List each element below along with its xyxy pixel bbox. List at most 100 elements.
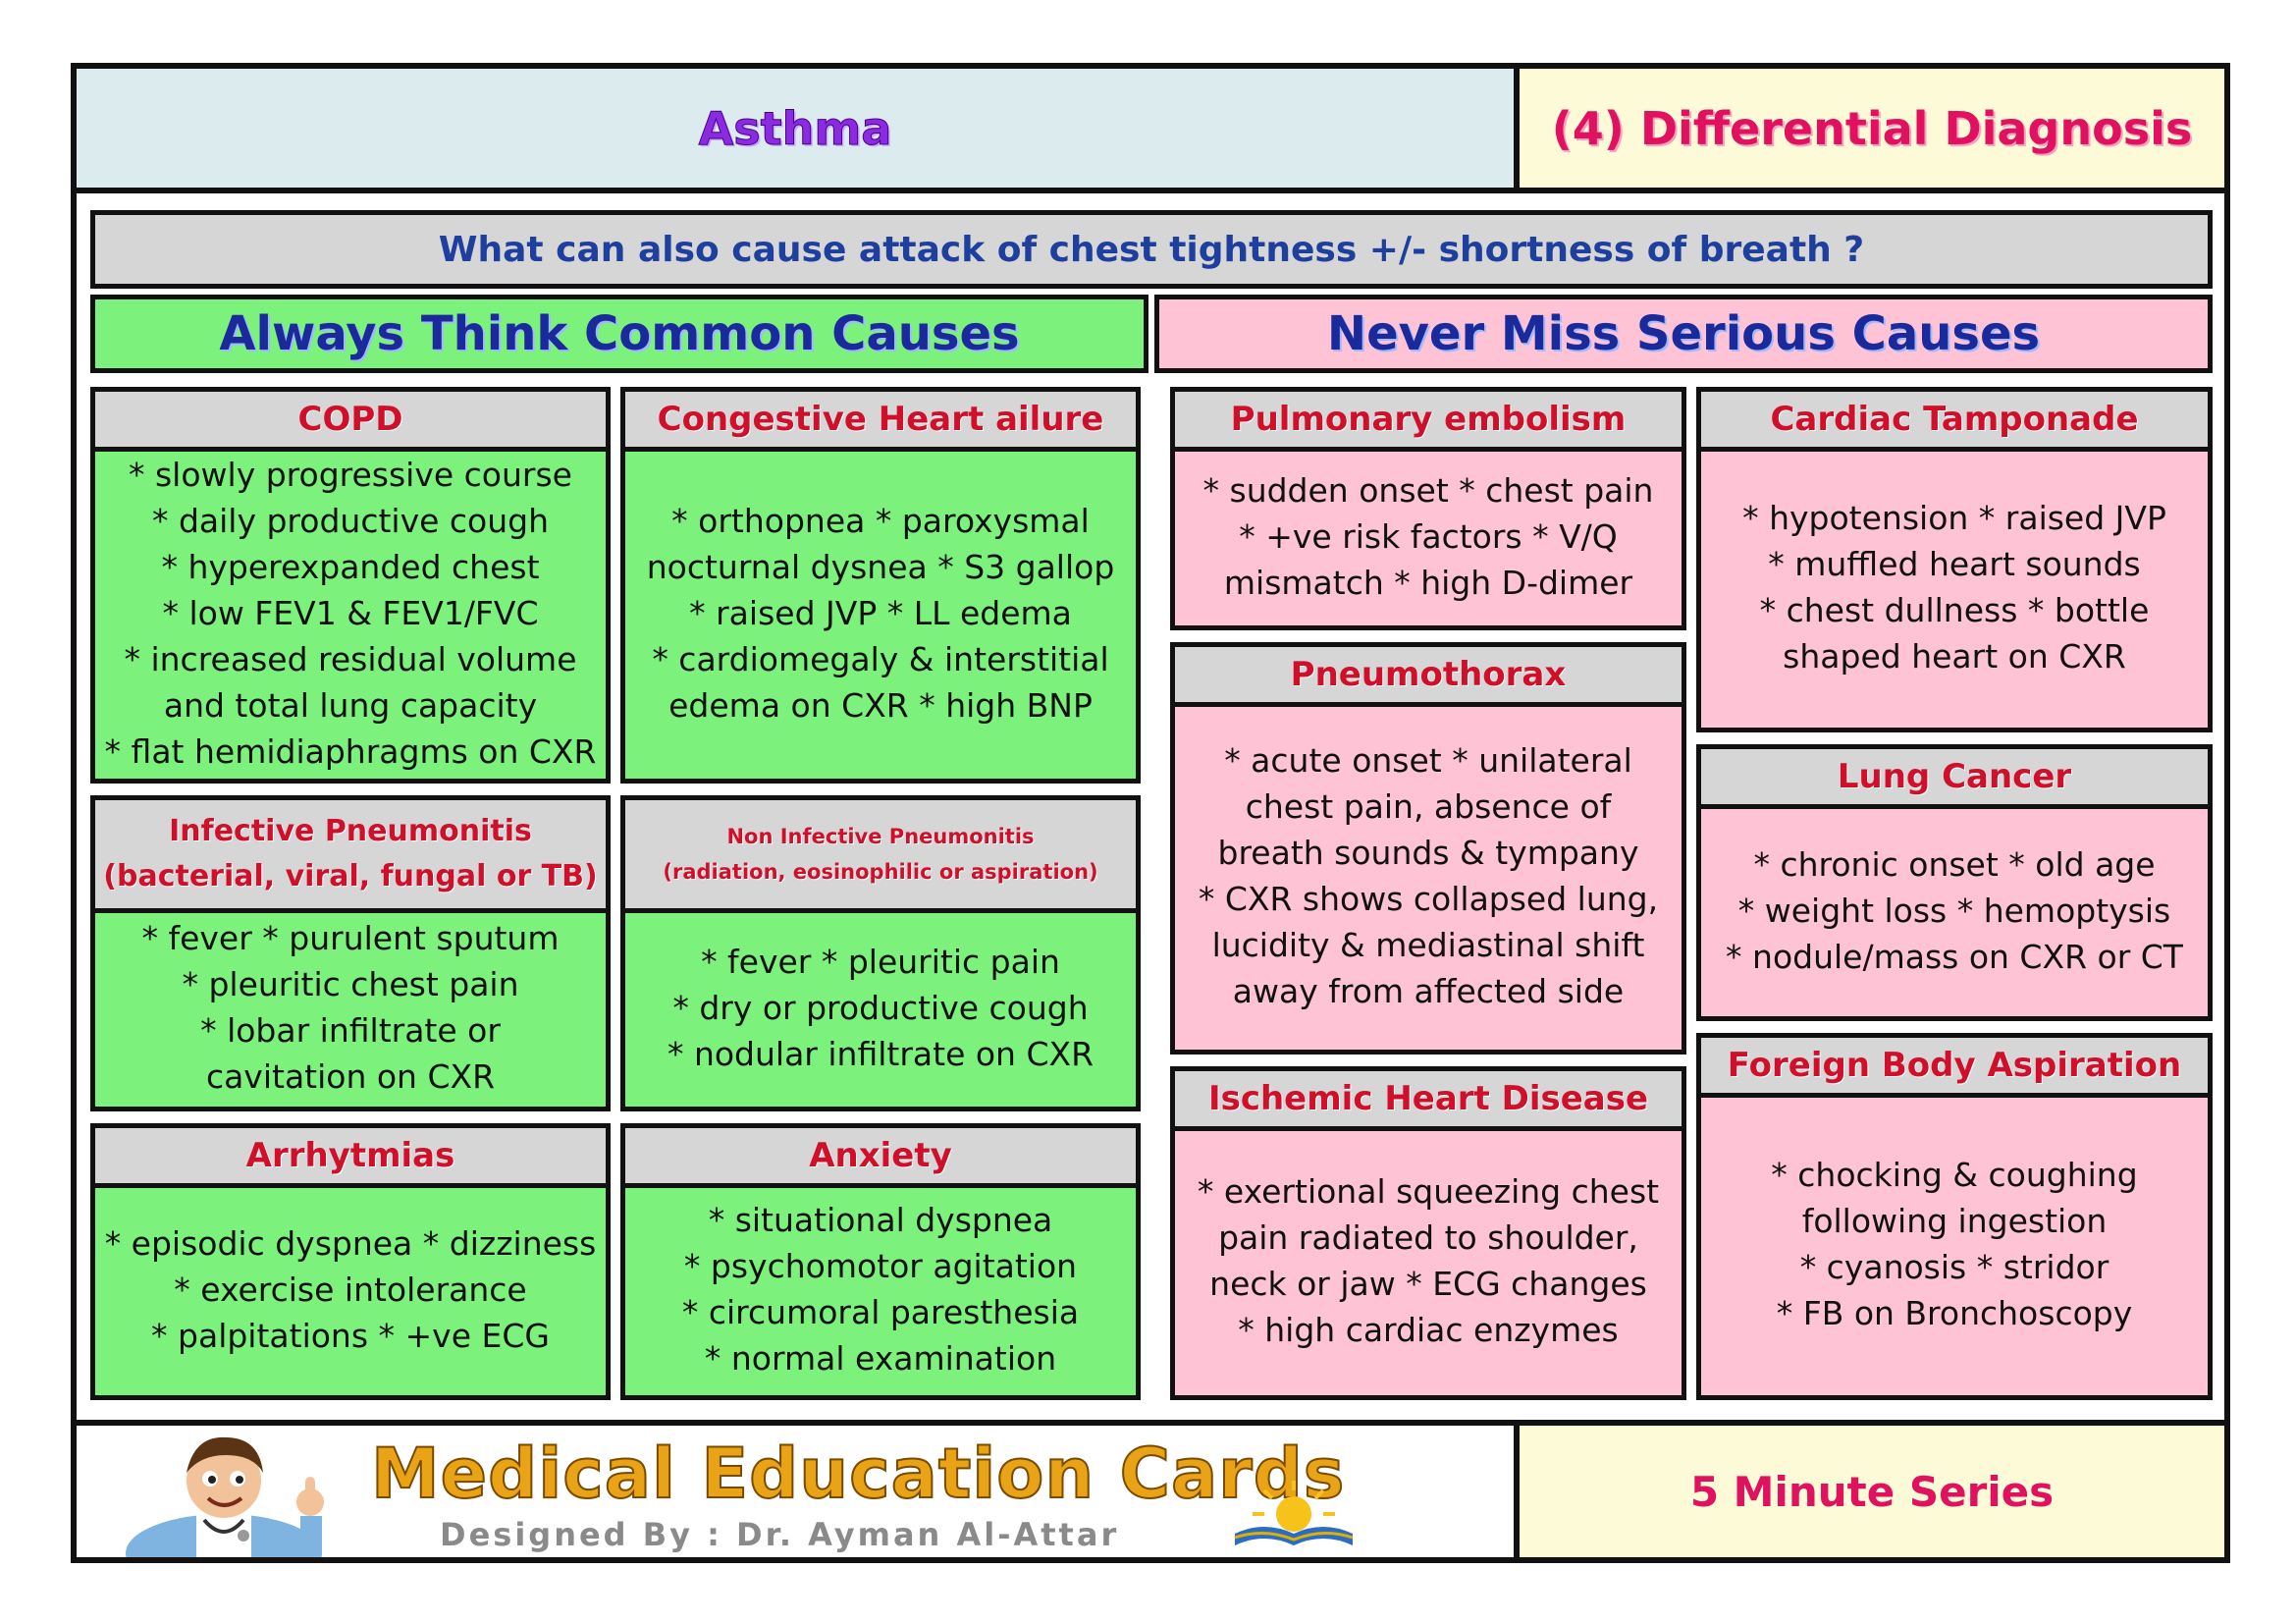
card-line: * normal examination <box>704 1339 1057 1378</box>
card-line: * slowly progressive course <box>129 455 572 494</box>
card-line: nocturnal dysnea * S3 gallop <box>646 547 1115 586</box>
non-infective-pneumonitis-card: Non Infective Pneumonitis (radiation, eo… <box>620 795 1141 1111</box>
card-line: * +ve risk factors * V/Q <box>1239 516 1618 556</box>
card-line: and total lung capacity <box>163 685 538 725</box>
card-line: away from affected side <box>1232 972 1625 1010</box>
topic-title: Asthma <box>698 101 892 155</box>
card-title: Cardiac Tamponade <box>1701 392 2208 452</box>
card-title: Anxiety <box>625 1128 1136 1188</box>
card-line: * chronic onset * old age <box>1753 844 2156 884</box>
card-title: Ischemic Heart Disease <box>1175 1071 1682 1131</box>
pneumothorax-card: Pneumothorax * acute onset * unilateral … <box>1170 642 1686 1055</box>
card-line: * daily productive cough <box>151 501 550 540</box>
brand-title: Medical Education Cards <box>370 1433 1346 1515</box>
card-body: * fever * pleuritic pain * dry or produc… <box>625 908 1136 1107</box>
card-body: * exertional squeezing chest pain radiat… <box>1175 1126 1682 1395</box>
card-line: * weight loss * hemoptysis <box>1737 891 2171 930</box>
card-line: pain radiated to shoulder, <box>1218 1218 1638 1257</box>
card-title: Congestive Heart ailure <box>625 392 1136 452</box>
card-line: * CXR shows collapsed lung, <box>1198 880 1659 918</box>
card-title: Foreign Body Aspiration <box>1701 1038 2208 1098</box>
footer-brand-panel: Medical Education Cards Designed By : Dr… <box>77 1420 1520 1557</box>
card-line: * fever * purulent sputum <box>141 919 560 957</box>
card-body: * episodic dyspnea * dizziness * exercis… <box>95 1183 606 1395</box>
question-banner: What can also cause attack of chest tigh… <box>90 210 2213 289</box>
serious-causes-header: Never Miss Serious Causes <box>1154 295 2213 373</box>
card-line: * chest dullness * bottle <box>1759 591 2150 629</box>
card-body: * chronic onset * old age * weight loss … <box>1701 804 2208 1016</box>
card-line: * cyanosis * stridor <box>1799 1248 2109 1286</box>
card-line: breath sounds & tympany <box>1217 834 1639 872</box>
common-causes-header: Always Think Common Causes <box>90 295 1148 373</box>
card-line: * palpitations * +ve ECG <box>151 1316 550 1355</box>
card-body: * sudden onset * chest pain * +ve risk f… <box>1175 447 1682 625</box>
card-title: Pneumothorax <box>1175 647 1682 707</box>
card-line: * fever * pleuritic pain <box>701 942 1060 981</box>
card-line: * hypotension * raised JVP <box>1742 499 2166 537</box>
card-line: lucidity & mediastinal shift <box>1211 926 1645 964</box>
card-line: * flat hemidiaphragms on CXR <box>104 731 597 771</box>
header-topic-panel: Asthma <box>77 69 1520 193</box>
card-body: * acute onset * unilateral chest pain, a… <box>1175 702 1682 1050</box>
infective-pneumonitis-card: Infective Pneumonitis (bacterial, viral,… <box>90 795 611 1111</box>
card-line: * situational dyspnea <box>708 1201 1053 1239</box>
header-section-panel: (4) Differential Diagnosis <box>1520 69 2224 193</box>
card-line: * dry or productive cough <box>672 988 1089 1027</box>
card-title-text: Infective Pneumonitis <box>169 814 532 848</box>
arrhythmias-card: Arrhytmias * episodic dyspnea * dizzines… <box>90 1123 611 1400</box>
card-frame: Asthma (4) Differential Diagnosis What c… <box>71 63 2230 1563</box>
card-title: Arrhytmias <box>95 1128 606 1188</box>
card-line: * FB on Bronchoscopy <box>1776 1294 2133 1332</box>
ischemic-heart-disease-card: Ischemic Heart Disease * exertional sque… <box>1170 1066 1686 1400</box>
card-line: * hyperexpanded chest <box>161 547 540 586</box>
card-subtitle: (radiation, eosinophilic or aspiration) <box>663 860 1098 884</box>
card-body: * slowly progressive course * daily prod… <box>95 447 606 779</box>
card-line: * pleuritic chest pain <box>182 965 519 1003</box>
card-body: * orthopnea * paroxysmal nocturnal dysne… <box>625 447 1136 779</box>
card-title: Lung Cancer <box>1701 749 2208 809</box>
card-title: Pulmonary embolism <box>1175 392 1682 452</box>
card-line: cavitation on CXR <box>205 1057 496 1096</box>
card-line: mismatch * high D-dimer <box>1223 563 1633 602</box>
card-line: * high cardiac enzymes <box>1238 1311 1619 1349</box>
card-line: * lobar infiltrate or <box>200 1011 501 1050</box>
chf-card: Congestive Heart ailure * orthopnea * pa… <box>620 387 1141 784</box>
series-panel: 5 Minute Series <box>1520 1420 2224 1557</box>
card-line: * orthopnea * paroxysmal <box>671 501 1090 540</box>
card-subtitle: (bacterial, viral, fungal or TB) <box>103 859 598 893</box>
card-line: neck or jaw * ECG changes <box>1209 1265 1647 1303</box>
card-title: COPD <box>95 392 606 452</box>
card-line: * episodic dyspnea * dizziness <box>104 1223 597 1263</box>
card-line: * cardiomegaly & interstitial <box>652 639 1109 678</box>
card-title: Non Infective Pneumonitis (radiation, eo… <box>625 800 1136 913</box>
card-line: following ingestion <box>1801 1202 2108 1240</box>
card-line: * circumoral paresthesia <box>681 1293 1080 1331</box>
doctor-mascot-icon <box>126 1436 324 1557</box>
card-line: * acute onset * unilateral <box>1224 741 1632 780</box>
card-line: * raised JVP * LL edema <box>689 593 1072 632</box>
card-body: * chocking & coughing following ingestio… <box>1701 1093 2208 1395</box>
card-line: * chocking & coughing <box>1771 1156 2138 1194</box>
card-body: * fever * purulent sputum * pleuritic ch… <box>95 908 606 1107</box>
card-line: * muffled heart sounds <box>1768 545 2141 583</box>
card-line: shaped heart on CXR <box>1783 637 2126 676</box>
card-line: * exercise intolerance <box>174 1270 527 1309</box>
card-title-text: Non Infective Pneumonitis <box>726 825 1035 848</box>
card-title: Infective Pneumonitis (bacterial, viral,… <box>95 800 606 913</box>
card-line: * nodule/mass on CXR or CT <box>1726 937 2183 976</box>
card-body: * hypotension * raised JVP * muffled hea… <box>1701 447 2208 728</box>
anxiety-card: Anxiety * situational dyspnea * psychomo… <box>620 1123 1141 1400</box>
designer-credit: Designed By : Dr. Ayman Al-Attar <box>440 1516 1120 1553</box>
card-line: edema on CXR * high BNP <box>668 685 1093 725</box>
card-body: * situational dyspnea * psychomotor agit… <box>625 1183 1136 1395</box>
cardiac-tamponade-card: Cardiac Tamponade * hypotension * raised… <box>1696 387 2213 732</box>
foreign-body-aspiration-card: Foreign Body Aspiration * chocking & cou… <box>1696 1033 2213 1400</box>
sun-book-logo-icon <box>1234 1481 1354 1545</box>
card-line: * exertional squeezing chest <box>1197 1172 1660 1211</box>
lung-cancer-card: Lung Cancer * chronic onset * old age * … <box>1696 744 2213 1021</box>
card-line: * psychomotor agitation <box>683 1247 1078 1285</box>
card-line: * sudden onset * chest pain <box>1202 470 1654 510</box>
card-line: * increased residual volume <box>124 639 577 678</box>
section-title: (4) Differential Diagnosis <box>1551 101 2193 155</box>
copd-card: COPD * slowly progressive course * daily… <box>90 387 611 784</box>
